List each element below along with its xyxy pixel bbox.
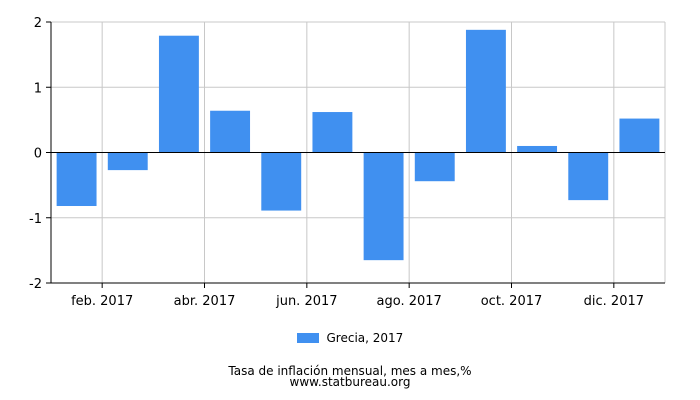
bar	[56, 152, 97, 207]
x-tick-label: ago. 2017	[377, 294, 442, 309]
bars	[56, 29, 660, 261]
bar-chart: 2 1 0 -1 -2 feb. 2017 abr. 2017 jun. 2017 ago. 2…	[29, 16, 666, 309]
bar	[465, 29, 506, 153]
bar	[210, 110, 251, 153]
x-tick-label: oct. 2017	[481, 294, 543, 309]
legend-swatch	[296, 332, 319, 343]
y-tick-label: 1	[34, 81, 42, 96]
legend: Grecia, 2017	[0, 331, 700, 345]
bar	[619, 118, 660, 153]
y-tick-label: 0	[34, 147, 42, 162]
x-tick-label: feb. 2017	[71, 294, 133, 309]
y-tick-label: -1	[29, 212, 42, 227]
chart-footer-title: Tasa de inflación mensual, mes a mes,%	[228, 364, 472, 378]
bar	[517, 145, 558, 153]
bar	[414, 152, 455, 182]
y-tick-label: -2	[29, 277, 42, 292]
bar	[107, 152, 148, 171]
legend-label: Grecia, 2017	[326, 331, 404, 345]
bar	[568, 152, 609, 201]
axes	[46, 21, 665, 288]
x-tick-label: jun. 2017	[275, 294, 337, 309]
bar	[312, 112, 353, 153]
y-tick-label: 2	[34, 16, 42, 31]
bar	[261, 152, 302, 211]
x-tick-label: abr. 2017	[174, 294, 236, 309]
bar	[158, 35, 199, 153]
bar	[363, 152, 404, 261]
chart-footer-source: www.statbureau.org	[289, 375, 411, 389]
x-tick-label: dic. 2017	[584, 294, 644, 309]
tick-labels: 2 1 0 -1 -2 feb. 2017 abr. 2017 jun. 2017 ago. 2…	[29, 16, 644, 309]
